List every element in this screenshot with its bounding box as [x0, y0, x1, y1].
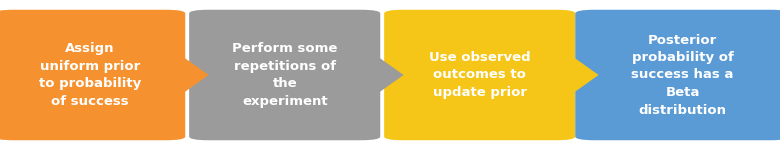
FancyBboxPatch shape — [0, 10, 186, 140]
Text: Assign
uniform prior
to probability
of success: Assign uniform prior to probability of s… — [38, 42, 141, 108]
Polygon shape — [555, 58, 599, 92]
FancyBboxPatch shape — [384, 10, 576, 140]
FancyBboxPatch shape — [576, 10, 780, 140]
FancyBboxPatch shape — [189, 10, 380, 140]
Polygon shape — [165, 58, 209, 92]
Text: Posterior
probability of
success has a
Beta
distribution: Posterior probability of success has a B… — [631, 33, 734, 117]
Text: Perform some
repetitions of
the
experiment: Perform some repetitions of the experime… — [232, 42, 338, 108]
Text: Use observed
outcomes to
update prior: Use observed outcomes to update prior — [429, 51, 530, 99]
Polygon shape — [360, 58, 404, 92]
